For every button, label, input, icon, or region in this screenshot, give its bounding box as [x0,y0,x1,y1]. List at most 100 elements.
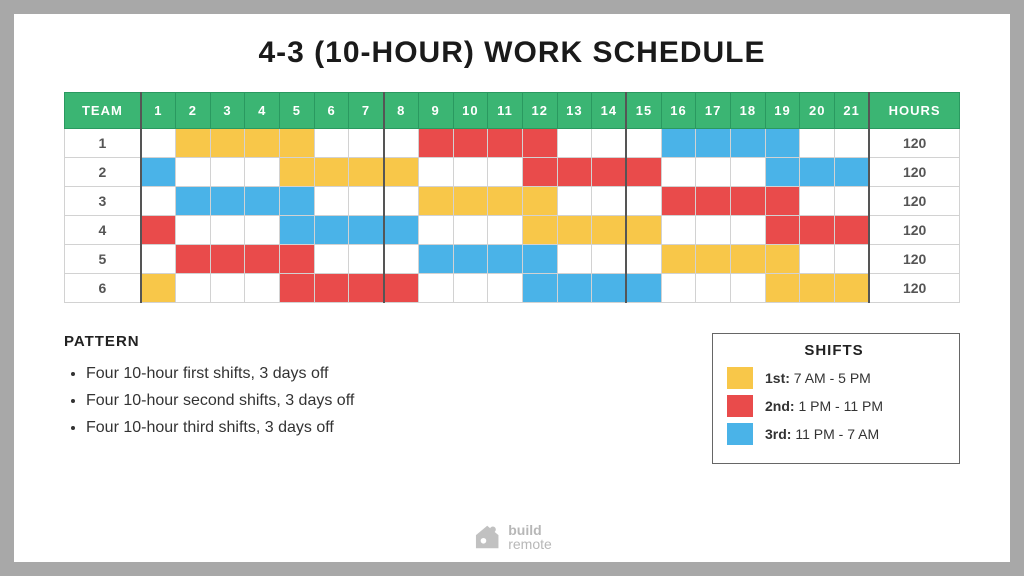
shift-cell [176,216,211,245]
shift-cell [384,129,419,158]
shift-cell [522,245,557,274]
hours-label: 120 [869,245,959,274]
shift-cell [453,245,488,274]
shift-cell [349,216,384,245]
shift-cell [592,158,627,187]
shift-cell [592,187,627,216]
shift-cell [280,216,315,245]
shift-cell [835,158,870,187]
day-header: 10 [453,93,488,129]
shift-cell [210,274,245,303]
shift-cell [696,129,731,158]
day-header: 2 [176,93,211,129]
shift-cell [418,129,453,158]
shift-cell [349,187,384,216]
shift-cell [731,216,766,245]
shifts-list: 1st: 7 AM - 5 PM2nd: 1 PM - 11 PM3rd: 11… [727,367,941,445]
day-header: 13 [557,93,592,129]
team-label: 6 [65,274,141,303]
house-icon [472,522,502,552]
team-label: 3 [65,187,141,216]
shift-cell [245,129,280,158]
shift-cell [141,158,176,187]
table-row: 3120 [65,187,960,216]
shift-cell [349,129,384,158]
day-header: 9 [418,93,453,129]
day-header: 11 [488,93,523,129]
team-label: 5 [65,245,141,274]
shift-cell [280,245,315,274]
shift-cell [210,216,245,245]
day-header: 5 [280,93,315,129]
shift-swatch [727,367,753,389]
shift-cell [488,274,523,303]
shift-cell [696,187,731,216]
shift-cell [835,187,870,216]
shift-cell [349,245,384,274]
brand-text: build remote [508,523,552,551]
day-header: 6 [314,93,349,129]
shift-cell [661,274,696,303]
day-header: 12 [522,93,557,129]
shift-cell [488,216,523,245]
shift-cell [731,245,766,274]
day-header: 17 [696,93,731,129]
shifts-title: SHIFTS [727,342,941,359]
shift-cell [176,129,211,158]
shift-cell [210,245,245,274]
shift-cell [349,274,384,303]
team-label: 2 [65,158,141,187]
shift-cell [626,245,661,274]
team-header: TEAM [65,93,141,129]
shift-cell [557,216,592,245]
hours-label: 120 [869,158,959,187]
hours-label: 120 [869,129,959,158]
shift-cell [210,158,245,187]
pattern-list: Four 10-hour first shifts, 3 days offFou… [64,360,484,442]
shift-cell [488,129,523,158]
shift-cell [626,129,661,158]
shift-cell [626,158,661,187]
hours-label: 120 [869,274,959,303]
shift-cell [765,158,800,187]
shift-cell [626,187,661,216]
shift-cell [696,274,731,303]
day-header: 4 [245,93,280,129]
shift-cell [453,187,488,216]
shifts-legend: SHIFTS 1st: 7 AM - 5 PM2nd: 1 PM - 11 PM… [712,333,960,464]
shift-cell [592,274,627,303]
day-header: 20 [800,93,835,129]
shift-cell [765,187,800,216]
pattern-item: Four 10-hour second shifts, 3 days off [86,387,484,414]
shift-cell [592,216,627,245]
table-row: 2 120 [65,158,960,187]
shift-cell [661,158,696,187]
shift-cell [245,187,280,216]
shift-cell [626,274,661,303]
shift-cell [280,158,315,187]
shift-cell [731,158,766,187]
shift-cell [731,274,766,303]
shift-cell [176,187,211,216]
day-header: 1 [141,93,176,129]
shift-cell [731,129,766,158]
shift-cell [765,245,800,274]
shift-cell [522,158,557,187]
shift-text: 3rd: 11 PM - 7 AM [765,426,879,442]
shift-cell [800,158,835,187]
shift-cell [384,158,419,187]
day-header: 18 [731,93,766,129]
day-header: 15 [626,93,661,129]
shift-cell [522,129,557,158]
shift-cell [592,129,627,158]
shift-text: 2nd: 1 PM - 11 PM [765,398,883,414]
day-header: 7 [349,93,384,129]
table-head: TEAM123456789101112131415161718192021HOU… [65,93,960,129]
shift-cell [418,245,453,274]
shift-legend-row: 2nd: 1 PM - 11 PM [727,395,941,417]
shift-cell [557,129,592,158]
shift-cell [245,274,280,303]
shift-cell [453,158,488,187]
shift-cell [557,274,592,303]
shift-cell [800,216,835,245]
